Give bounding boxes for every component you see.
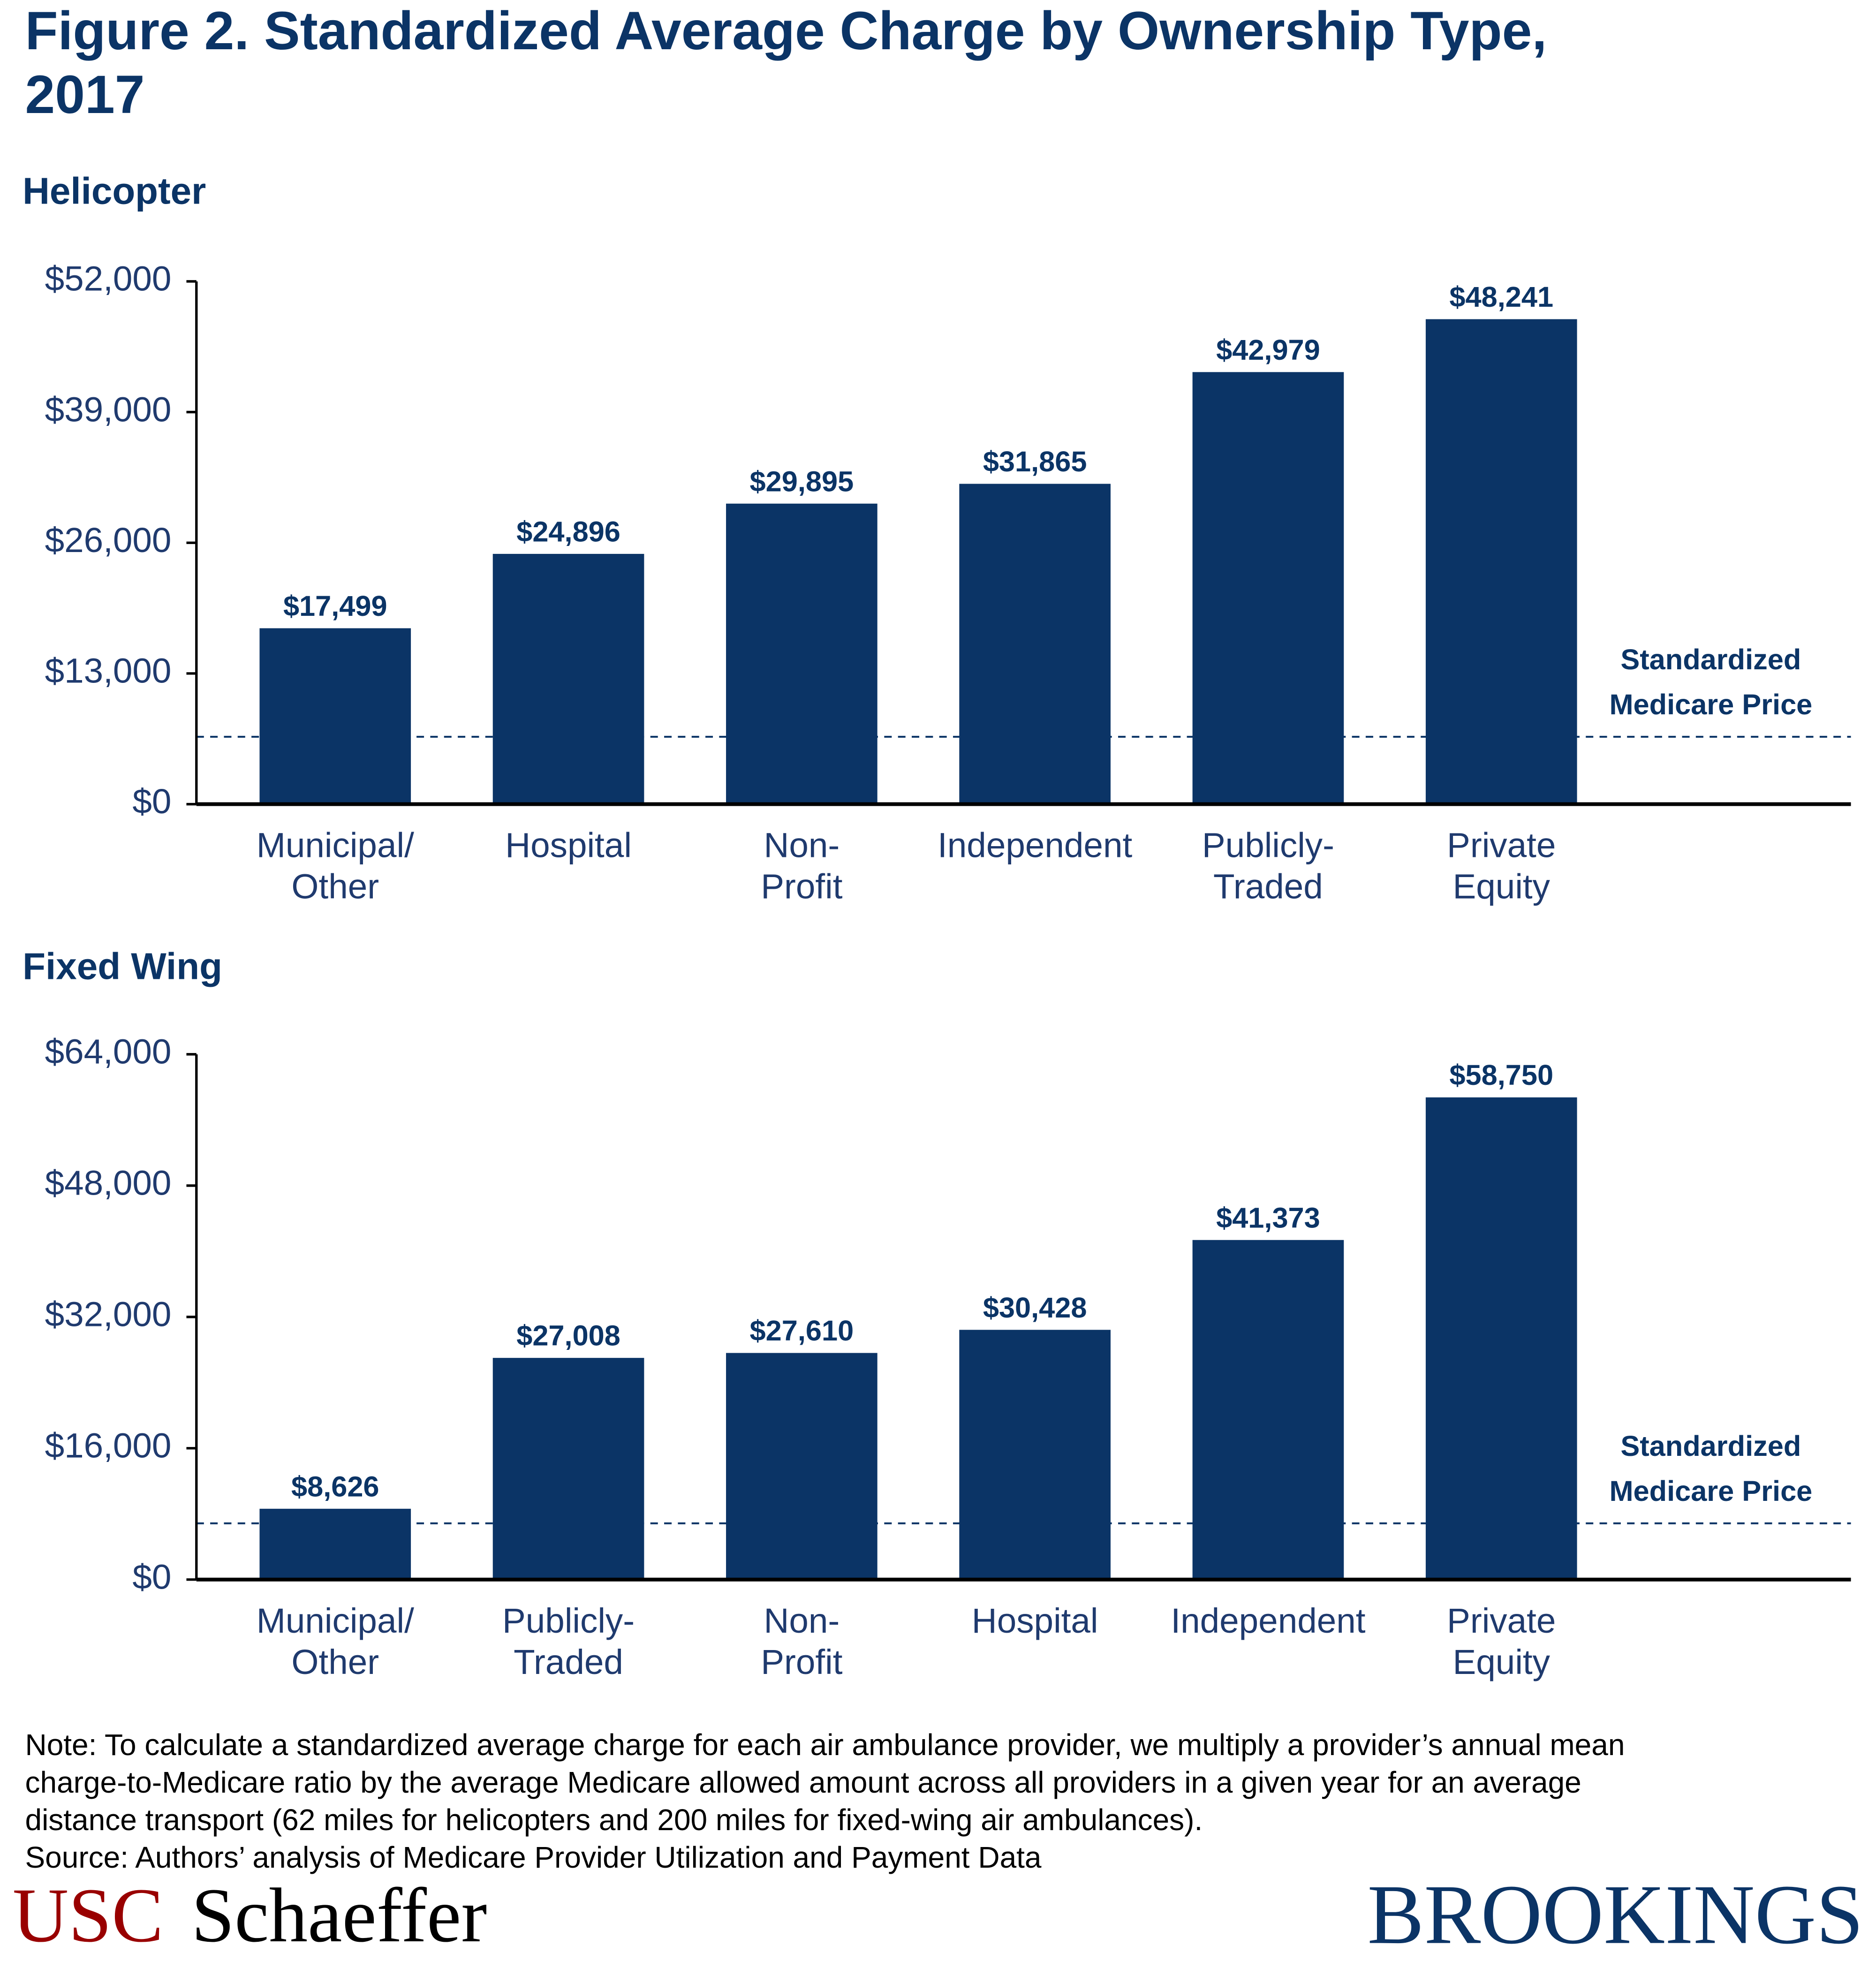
bar [1425, 319, 1577, 804]
bar [726, 503, 877, 804]
reference-label: Medicare Price [1609, 688, 1812, 720]
source: Source: Authors’ analysis of Medicare Pr… [25, 1840, 1041, 1874]
chart-title: Fixed Wing [23, 946, 222, 987]
reference-label: Standardized [1620, 1430, 1801, 1462]
x-tick-label: Hospital [972, 1601, 1098, 1640]
bar [492, 553, 644, 804]
x-tick-label: Equity [1452, 867, 1550, 906]
x-tick-label: Publicly- [1202, 825, 1334, 865]
value-label: $29,895 [750, 465, 854, 497]
y-tick-label: $39,000 [45, 389, 172, 429]
x-tick-label: Independent [938, 825, 1132, 865]
x-tick-label: Other [291, 867, 379, 906]
y-tick-label: $52,000 [45, 259, 172, 298]
x-tick-label: Municipal/ [257, 1601, 414, 1640]
y-tick-label: $26,000 [45, 520, 172, 560]
bar [1192, 372, 1344, 804]
x-tick-label: Equity [1452, 1642, 1550, 1681]
reference-label: Standardized [1620, 643, 1801, 675]
bar [726, 1353, 877, 1580]
bar [259, 628, 411, 804]
note: Note: To calculate a standardized averag… [25, 1728, 1625, 1762]
value-label: $48,241 [1449, 280, 1553, 313]
x-tick-label: Non- [764, 825, 840, 865]
bar [959, 1330, 1111, 1580]
y-tick-label: $13,000 [45, 651, 172, 690]
value-label: $41,373 [1216, 1201, 1320, 1234]
schaeffer-logo: Schaeffer [191, 1872, 487, 1958]
chart-title: Helicopter [23, 170, 206, 212]
note: charge-to-Medicare ratio by the average … [25, 1765, 1581, 1799]
x-tick-label: Hospital [505, 825, 632, 865]
x-tick-label: Other [291, 1642, 379, 1681]
value-label: $8,626 [291, 1470, 379, 1502]
value-label: $58,750 [1449, 1059, 1553, 1091]
value-label: $27,008 [516, 1319, 620, 1352]
reference-label: Medicare Price [1609, 1475, 1812, 1507]
y-tick-label: $32,000 [45, 1294, 172, 1333]
bar [259, 1508, 411, 1580]
bar [492, 1358, 644, 1580]
x-tick-label: Independent [1171, 1601, 1365, 1640]
x-tick-label: Private [1447, 825, 1556, 865]
x-tick-label: Traded [514, 1642, 623, 1681]
bar [959, 484, 1111, 804]
figure-title: 2017 [25, 65, 144, 125]
y-tick-label: $64,000 [45, 1032, 172, 1071]
y-tick-label: $0 [132, 781, 171, 821]
value-label: $17,499 [283, 590, 387, 622]
value-label: $27,610 [750, 1314, 854, 1347]
note: distance transport (62 miles for helicop… [25, 1803, 1203, 1837]
x-tick-label: Municipal/ [257, 825, 414, 865]
x-tick-label: Profit [761, 1642, 843, 1681]
bar [1425, 1097, 1577, 1580]
x-tick-label: Profit [761, 867, 843, 906]
value-label: $24,896 [516, 515, 620, 547]
value-label: $30,428 [983, 1291, 1087, 1324]
y-tick-label: $0 [132, 1557, 171, 1596]
x-tick-label: Non- [764, 1601, 840, 1640]
bar [1192, 1240, 1344, 1580]
x-tick-label: Publicly- [502, 1601, 635, 1640]
value-label: $42,979 [1216, 333, 1320, 366]
usc-logo: USC [13, 1872, 164, 1958]
figure-title: Figure 2. Standardized Average Charge by… [25, 1, 1547, 61]
brookings-logo: BROOKINGS [1367, 1868, 1863, 1961]
y-tick-label: $16,000 [45, 1425, 172, 1465]
x-tick-label: Traded [1213, 867, 1323, 906]
x-tick-label: Private [1447, 1601, 1556, 1640]
value-label: $31,865 [983, 445, 1087, 477]
y-tick-label: $48,000 [45, 1163, 172, 1203]
